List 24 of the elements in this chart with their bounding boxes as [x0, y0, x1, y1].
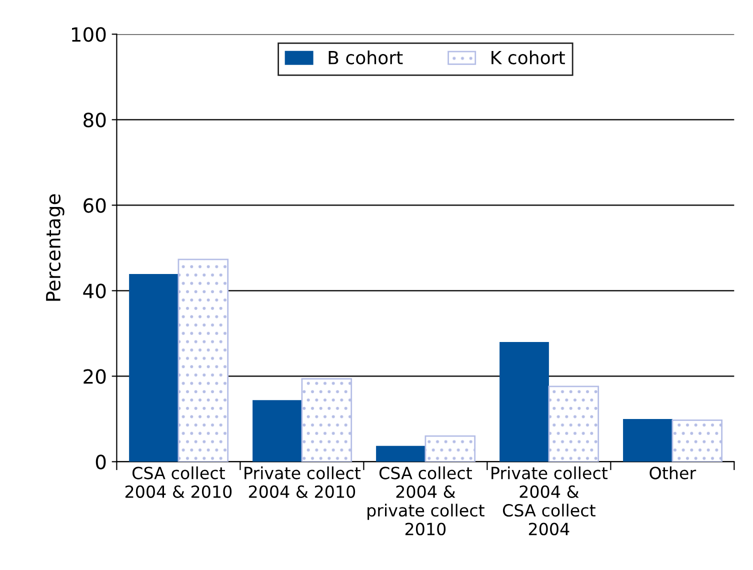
y-axis-title: Percentage: [46, 194, 64, 301]
bar: [301, 378, 352, 462]
y-tick-label: 60: [84, 198, 106, 213]
y-tick-label: 80: [84, 112, 106, 128]
x-tick-label: CSA collect 2004 & 2010: [125, 466, 232, 498]
y-tick-label: 20: [84, 369, 106, 384]
y-tick-label: 0: [96, 454, 106, 470]
legend-label: K cohort: [492, 50, 565, 64]
x-tick-label: Private collect 2004 & CSA collect 2004: [492, 466, 608, 536]
bar: [129, 274, 178, 462]
bar: [623, 418, 672, 462]
y-tick-label: 40: [83, 284, 106, 298]
legend-label: B cohort: [328, 50, 403, 64]
bar: [548, 386, 600, 462]
bar: [376, 446, 426, 462]
bar: [178, 258, 229, 462]
x-tick-label: Other: [650, 466, 696, 480]
y-tick-label: 100: [72, 27, 106, 42]
bar: [500, 342, 549, 462]
bar: [424, 435, 476, 462]
bar: [252, 400, 302, 462]
x-tick-label: Private collect 2004 & 2010: [244, 466, 361, 498]
x-tick-label: CSA collect 2004 & private collect 2010: [368, 466, 484, 536]
bar: [672, 420, 723, 462]
